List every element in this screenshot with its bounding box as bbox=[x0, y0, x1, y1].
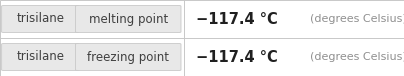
Text: (degrees Celsius): (degrees Celsius) bbox=[309, 14, 404, 24]
Text: (degrees Celsius): (degrees Celsius) bbox=[309, 52, 404, 62]
FancyBboxPatch shape bbox=[2, 5, 79, 33]
Text: −117.4 °C: −117.4 °C bbox=[196, 11, 278, 27]
Text: trisilane: trisilane bbox=[16, 50, 64, 64]
Text: freezing point: freezing point bbox=[87, 50, 169, 64]
FancyBboxPatch shape bbox=[76, 5, 181, 33]
Text: trisilane: trisilane bbox=[16, 12, 64, 26]
Text: melting point: melting point bbox=[88, 12, 168, 26]
Text: −117.4 °C: −117.4 °C bbox=[196, 49, 278, 65]
FancyBboxPatch shape bbox=[76, 43, 181, 71]
FancyBboxPatch shape bbox=[2, 43, 79, 71]
